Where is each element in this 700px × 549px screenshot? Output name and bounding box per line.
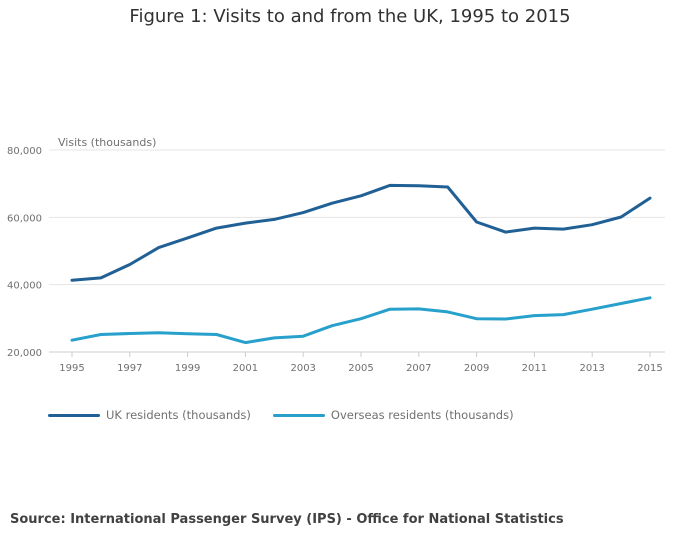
legend-item: Overseas residents (thousands)	[272, 408, 514, 422]
x-tick-label: 1995	[59, 363, 84, 374]
y-tick-label: 80,000	[7, 146, 42, 157]
legend-item: UK residents (thousands)	[48, 408, 251, 422]
legend-label: UK residents (thousands)	[106, 408, 251, 422]
x-tick-label: 2005	[348, 363, 373, 374]
legend-swatch	[272, 413, 325, 417]
y-tick-label: 60,000	[7, 213, 42, 224]
series-line-uk-residents	[70, 183, 652, 282]
legend-swatch	[48, 413, 100, 417]
x-tick-label: 2003	[290, 363, 315, 374]
chart-title: Figure 1: Visits to and from the UK, 199…	[129, 6, 571, 27]
x-tick-label: 1999	[175, 363, 200, 374]
y-axis-label: Visits (thousands)	[58, 136, 156, 149]
source-note: Source: International Passenger Survey (…	[10, 512, 564, 527]
chart-legend: UK residents (thousands) Overseas residen…	[48, 408, 514, 422]
legend-label: Overseas residents (thousands)	[330, 408, 514, 422]
x-tick-label: 2007	[406, 363, 431, 374]
x-tick-label: 2009	[464, 363, 489, 374]
y-tick-label: 20,000	[7, 348, 42, 359]
x-tick-label: 2013	[579, 363, 604, 374]
y-tick-label: 40,000	[7, 281, 42, 292]
x-tick-label: 2015	[637, 363, 662, 374]
x-tick-label: 2001	[233, 363, 258, 374]
series-line-overseas-residents	[70, 296, 652, 345]
x-tick-label: 1997	[117, 363, 142, 374]
x-tick-label: 2011	[522, 363, 547, 374]
